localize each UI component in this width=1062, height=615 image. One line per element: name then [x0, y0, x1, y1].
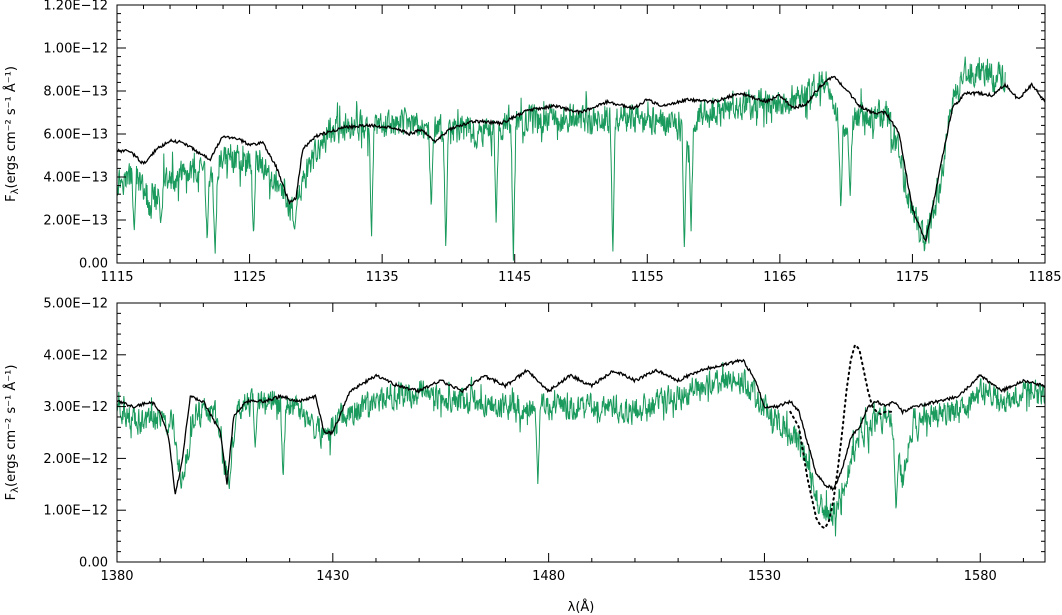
- x-tick-label: 1135: [366, 270, 399, 285]
- observed-spectrum-line: [116, 362, 1046, 537]
- x-tick-label: 1155: [631, 270, 664, 285]
- x-tick-label: 1165: [763, 270, 796, 285]
- top-spectrum-panel: 1115 1125 1135 1145 1155 1165 1175 1185 0.00 2.00…: [3, 0, 1062, 285]
- x-tick-label: 1145: [498, 270, 531, 285]
- x-tick-label: 1185: [1028, 270, 1061, 285]
- x-axis-label: λ(Å): [568, 599, 595, 615]
- y-axis-label: Fλ(ergs cm⁻² s⁻¹ Å⁻¹): [3, 66, 21, 202]
- y-tick-label: 4.00E−12: [43, 348, 108, 363]
- x-tick-label: 1125: [233, 270, 266, 285]
- plot-frame: [116, 302, 1046, 563]
- y-tick-label: 1.00E−12: [43, 504, 108, 519]
- y-tick-label: 0.00: [79, 556, 108, 571]
- bottom-spectrum-panel: 1380 1430 1480 1530 1580 0.00 1.00E−12 2.00E−12…: [3, 297, 1046, 615]
- y-tick-label: 8.00E−13: [43, 85, 108, 100]
- y-tick-label: 1.00E−12: [43, 42, 108, 57]
- plot-frame: [116, 4, 1046, 264]
- model-spectrum-line: [116, 75, 1046, 243]
- model-spectrum-line: [116, 358, 1046, 495]
- x-tick-label: 1430: [316, 569, 349, 584]
- y-tick-label: 5.00E−12: [43, 297, 108, 312]
- x-tick-label: 1115: [100, 270, 133, 285]
- y-tick-label: 2.00E−13: [43, 214, 108, 229]
- y-axis-label: Fλ(ergs cm⁻² s⁻¹ Å⁻¹): [3, 365, 21, 501]
- x-tick-label: 1580: [964, 569, 997, 584]
- y-tick-label: 2.00E−12: [43, 452, 108, 467]
- x-tick-label: 1480: [532, 569, 565, 584]
- x-tick-label: 1530: [748, 569, 781, 584]
- x-tick-label: 1380: [100, 569, 133, 584]
- x-tick-label: 1175: [896, 270, 929, 285]
- y-tick-label: 3.00E−12: [43, 400, 108, 415]
- model-dotted-line: [789, 343, 895, 530]
- y-tick-label: 0.00: [79, 257, 108, 272]
- y-tick-label: 1.20E−12: [43, 0, 108, 14]
- y-tick-label: 4.00E−13: [43, 171, 108, 186]
- y-tick-label: 6.00E−13: [43, 128, 108, 143]
- observed-spectrum-line: [116, 56, 1006, 261]
